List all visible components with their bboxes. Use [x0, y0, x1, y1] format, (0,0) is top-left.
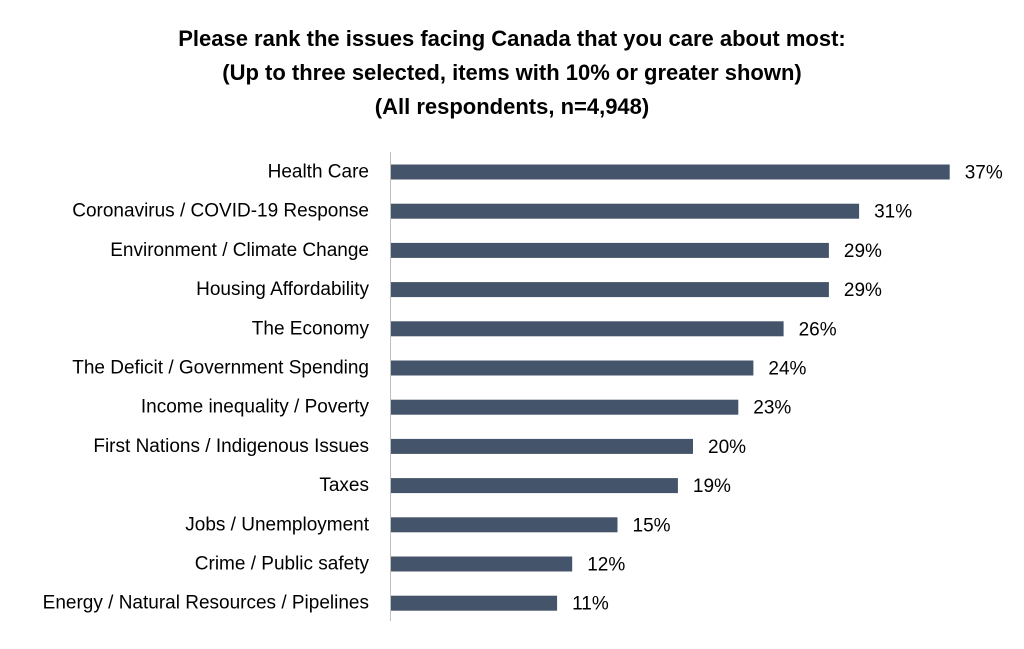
- bar: [391, 478, 678, 494]
- category-label: Taxes: [319, 475, 369, 496]
- bar: [391, 164, 950, 180]
- category-label: Energy / Natural Resources / Pipelines: [43, 593, 369, 614]
- bar: [391, 438, 693, 454]
- data-label: 23%: [753, 398, 791, 419]
- data-label: 11%: [572, 594, 609, 615]
- data-label: 29%: [844, 280, 882, 301]
- bar: [391, 399, 739, 415]
- bars-group: Health Care 37% Coronavirus / COVID-19 Res…: [43, 162, 1003, 615]
- data-label: 15%: [633, 515, 671, 536]
- chart-title-line-1: Please rank the issues facing Canada tha…: [178, 26, 846, 51]
- category-label: Jobs / Unemployment: [185, 514, 369, 535]
- category-label: Housing Affordability: [196, 279, 369, 300]
- data-label: 26%: [799, 319, 837, 340]
- bar: [391, 360, 754, 376]
- category-label: Crime / Public safety: [195, 554, 370, 575]
- bar: [391, 556, 573, 572]
- chart-title: Please rank the issues facing Canada tha…: [0, 22, 1024, 124]
- data-label: 24%: [768, 359, 806, 380]
- data-label: 20%: [708, 437, 746, 458]
- category-label: The Deficit / Government Spending: [72, 358, 369, 379]
- data-label: 12%: [587, 555, 625, 576]
- bar: [391, 595, 558, 611]
- data-label: 19%: [693, 476, 731, 497]
- category-label: The Economy: [252, 318, 370, 339]
- data-label: 29%: [844, 241, 882, 262]
- category-label: Coronavirus / COVID-19 Response: [72, 201, 369, 222]
- category-label: Environment / Climate Change: [110, 240, 369, 261]
- bar: [391, 517, 618, 533]
- category-label: Income inequality / Poverty: [141, 397, 370, 418]
- chart-title-line-2: (Up to three selected, items with 10% or…: [222, 60, 802, 85]
- chart-title-line-3: (All respondents, n=4,948): [374, 94, 650, 119]
- category-label: Health Care: [268, 162, 369, 183]
- bar: [391, 282, 829, 298]
- bar: [391, 242, 829, 258]
- data-label: 37%: [965, 163, 1003, 184]
- bar: [391, 203, 860, 219]
- bar: [391, 321, 784, 337]
- category-label: First Nations / Indigenous Issues: [93, 436, 369, 457]
- data-label: 31%: [874, 202, 912, 223]
